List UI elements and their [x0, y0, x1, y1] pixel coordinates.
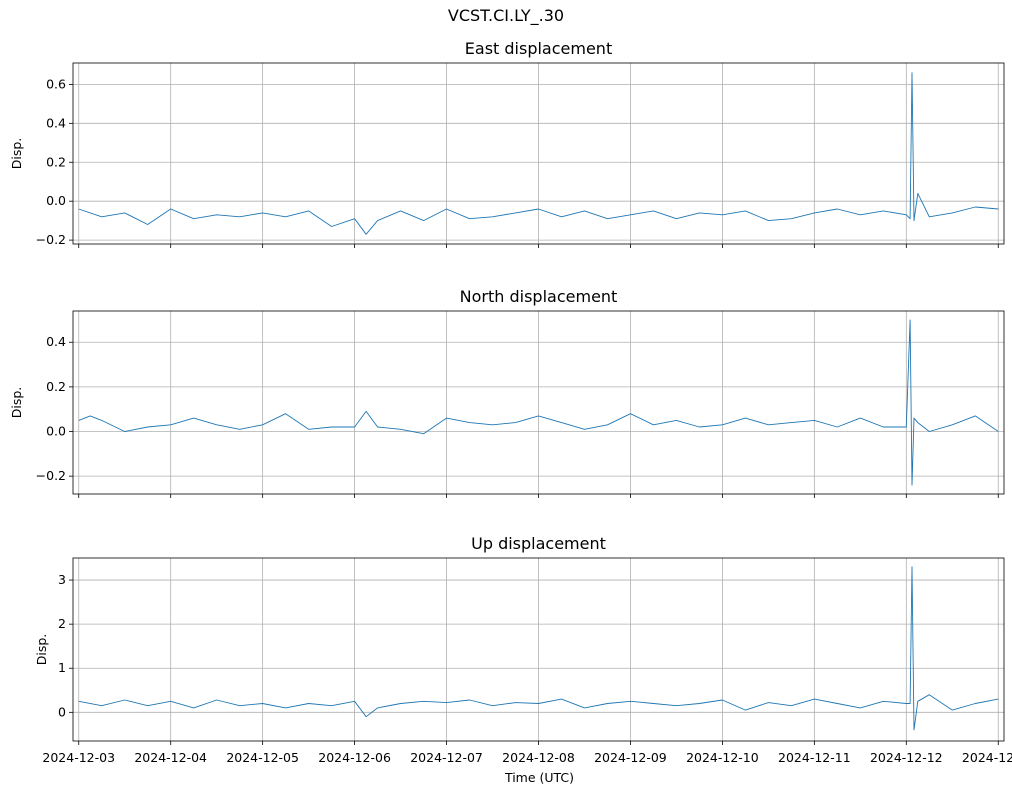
x-tick-label: 2024-12-04: [134, 750, 207, 765]
x-tick-label: 2024-12-05: [226, 750, 299, 765]
x-tick-label: 2024-12-09: [594, 750, 667, 765]
x-tick-label: 2024-12-10: [686, 750, 759, 765]
y-tick-label: 2: [58, 616, 66, 631]
y-tick-label: 0.2: [46, 154, 66, 169]
x-tick-label: 2024-12-08: [502, 750, 575, 765]
y-tick-label: 0: [58, 704, 66, 719]
y-tick-label: 0.0: [46, 193, 66, 208]
x-tick-label: 2024-12-13: [962, 750, 1012, 765]
y-tick-label: 0.4: [46, 115, 66, 130]
y-tick-label: 0.2: [46, 379, 66, 394]
subplot-2: −0.2 0.0 0.2 0.4 North displacement Disp.: [9, 287, 1005, 498]
subplot-title: Up displacement: [471, 534, 606, 553]
subplot-title: East displacement: [465, 39, 612, 58]
x-axis-label: Time (UTC): [504, 770, 574, 785]
y-tick-label: 3: [58, 572, 66, 587]
x-tick-label: 2024-12-11: [778, 750, 851, 765]
series-line: [78, 566, 999, 731]
subplot-1: −0.2 0.0 0.2 0.4 0.6 East displacement Disp.: [9, 39, 1005, 248]
y-tick-label: 0.0: [46, 424, 66, 439]
y-axis-label: Disp.: [9, 387, 24, 419]
series-line: [78, 72, 999, 235]
series-line: [78, 319, 999, 486]
figure-title: VCST.CI.LY_.30: [447, 6, 565, 25]
y-tick-label: −0.2: [36, 468, 66, 483]
x-tick-label: 2024-12-03: [42, 750, 115, 765]
x-tick-label: 2024-12-12: [870, 750, 943, 765]
subplot-title: North displacement: [460, 287, 618, 306]
y-tick-label: 1: [58, 660, 66, 675]
subplot-3: 0 1 2 3 2024-12-03 2024-12-04 2024-12-05 2024-1…: [34, 534, 1012, 785]
x-tick-label: 2024-12-07: [410, 750, 483, 765]
y-tick-label: −0.2: [36, 232, 66, 247]
y-tick-label: 0.4: [46, 334, 66, 349]
y-axis-label: Disp.: [34, 634, 49, 666]
x-tick-label: 2024-12-06: [318, 750, 391, 765]
y-tick-label: 0.6: [46, 76, 66, 91]
y-axis-label: Disp.: [9, 138, 24, 170]
